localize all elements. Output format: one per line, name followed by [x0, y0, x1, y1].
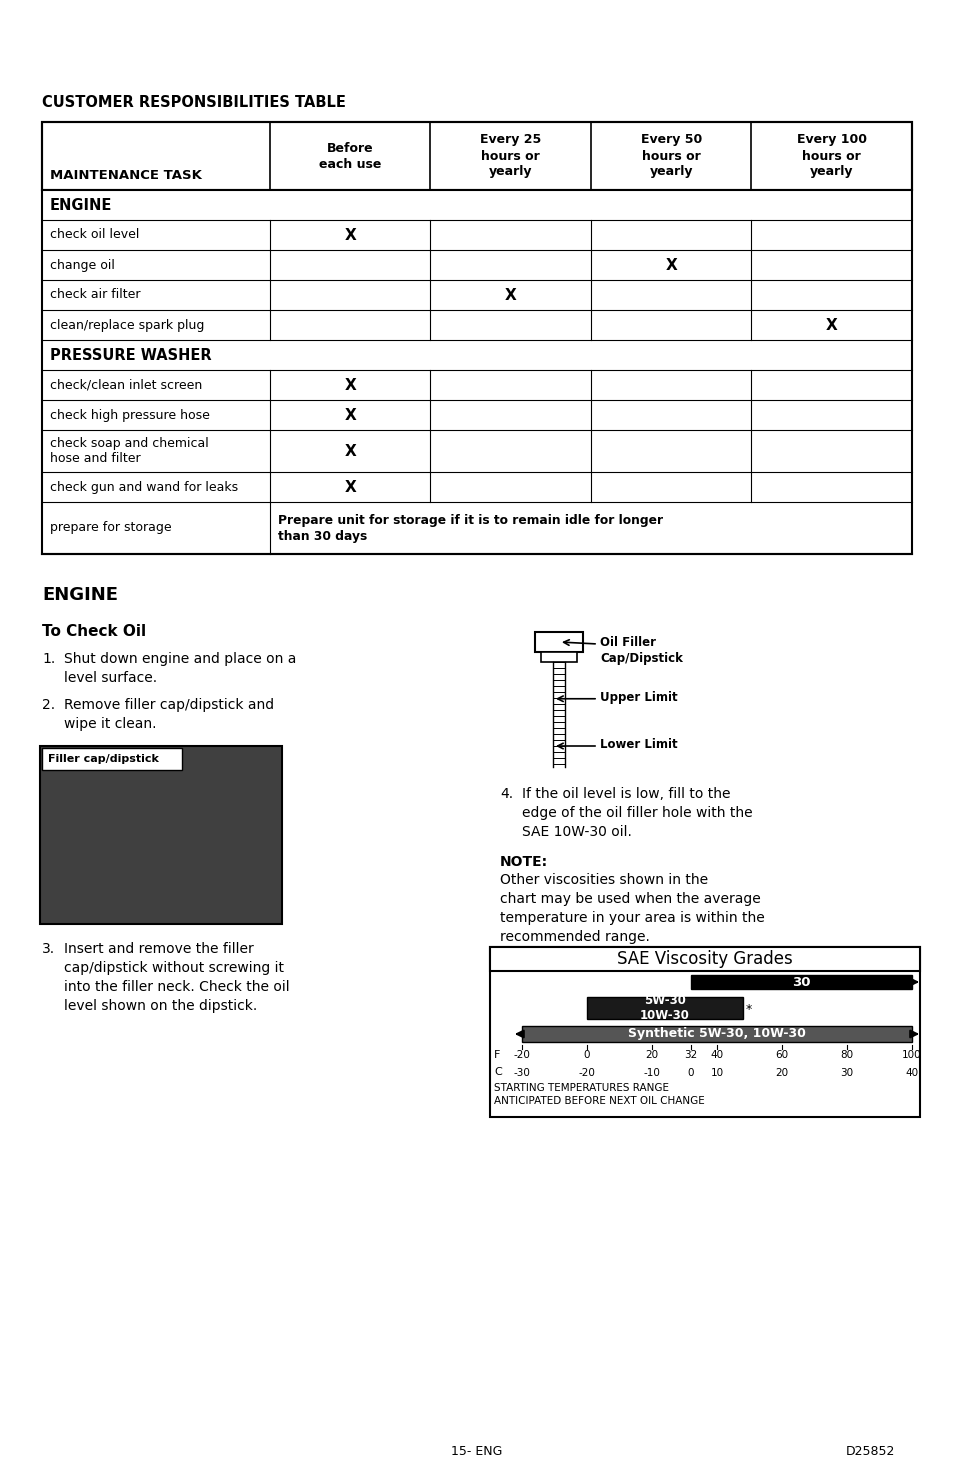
- Bar: [42, 370, 911, 400]
- Text: hose and filter: hose and filter: [50, 451, 140, 465]
- Text: CUSTOMER RESPONSIBILITIES TABLE: CUSTOMER RESPONSIBILITIES TABLE: [42, 94, 346, 111]
- Bar: [586, 997, 742, 1019]
- Text: ENGINE: ENGINE: [42, 586, 118, 603]
- Bar: [42, 122, 911, 190]
- Text: check oil level: check oil level: [50, 229, 139, 242]
- Text: X: X: [344, 407, 355, 422]
- Text: 40: 40: [904, 1068, 918, 1078]
- Text: 0: 0: [687, 1068, 694, 1078]
- Bar: [540, 652, 577, 662]
- Bar: [42, 431, 911, 472]
- Text: 80: 80: [840, 1050, 853, 1061]
- Bar: [42, 249, 911, 280]
- Text: D25852: D25852: [844, 1446, 894, 1457]
- Text: Lower Limit: Lower Limit: [599, 738, 677, 751]
- Text: 32: 32: [683, 1050, 697, 1061]
- Text: Synthetic 5W-30, 10W-30: Synthetic 5W-30, 10W-30: [627, 1028, 805, 1040]
- Text: Before
each use: Before each use: [318, 142, 381, 171]
- Text: 30: 30: [840, 1068, 853, 1078]
- Bar: [490, 947, 919, 1117]
- Text: -30: -30: [513, 1068, 530, 1078]
- Bar: [42, 220, 911, 249]
- Text: check soap and chemical: check soap and chemical: [50, 437, 209, 450]
- Text: ENGINE: ENGINE: [50, 198, 112, 212]
- Bar: [42, 190, 911, 220]
- Bar: [42, 280, 911, 310]
- Text: Shut down engine and place on a
level surface.: Shut down engine and place on a level su…: [64, 652, 296, 684]
- Bar: [690, 975, 911, 990]
- Text: 0: 0: [583, 1050, 590, 1061]
- Text: check/clean inlet screen: check/clean inlet screen: [50, 379, 202, 391]
- Bar: [42, 502, 911, 555]
- Bar: [490, 947, 919, 971]
- Text: 20: 20: [645, 1050, 658, 1061]
- Text: check gun and wand for leaks: check gun and wand for leaks: [50, 481, 238, 494]
- Bar: [535, 631, 582, 652]
- Text: 4.: 4.: [499, 788, 513, 801]
- Text: Other viscosities shown in the
chart may be used when the average
temperature in: Other viscosities shown in the chart may…: [499, 873, 764, 944]
- Text: To Check Oil: To Check Oil: [42, 624, 146, 639]
- Text: X: X: [504, 288, 517, 302]
- Text: Oil Filler
Cap/Dipstick: Oil Filler Cap/Dipstick: [599, 636, 682, 665]
- Bar: [42, 310, 911, 341]
- Text: Every 100
hours or
yearly: Every 100 hours or yearly: [796, 134, 866, 178]
- Text: than 30 days: than 30 days: [277, 530, 367, 543]
- Text: 60: 60: [775, 1050, 788, 1061]
- Text: 100: 100: [902, 1050, 921, 1061]
- Text: check high pressure hose: check high pressure hose: [50, 409, 210, 422]
- Text: -20: -20: [513, 1050, 530, 1061]
- Text: -20: -20: [578, 1068, 595, 1078]
- Bar: [42, 748, 182, 770]
- Text: PRESSURE WASHER: PRESSURE WASHER: [50, 348, 212, 363]
- Text: X: X: [344, 479, 355, 494]
- Bar: [40, 746, 282, 923]
- Text: Every 25
hours or
yearly: Every 25 hours or yearly: [479, 134, 540, 178]
- Text: 5W-30
10W-30: 5W-30 10W-30: [639, 994, 689, 1022]
- Bar: [521, 1027, 911, 1041]
- Text: Insert and remove the filler
cap/dipstick without screwing it
into the filler ne: Insert and remove the filler cap/dipstic…: [64, 943, 290, 1013]
- Text: 3.: 3.: [42, 943, 55, 956]
- Text: 40: 40: [710, 1050, 722, 1061]
- Text: -10: -10: [643, 1068, 659, 1078]
- Text: 30: 30: [791, 975, 810, 988]
- Text: **: **: [695, 976, 704, 985]
- Text: X: X: [825, 317, 837, 332]
- Text: 10: 10: [710, 1068, 722, 1078]
- Text: NOTE:: NOTE:: [499, 855, 548, 869]
- Text: 20: 20: [775, 1068, 788, 1078]
- Bar: [42, 122, 911, 555]
- Text: Filler cap/dipstick: Filler cap/dipstick: [48, 754, 159, 764]
- Text: Upper Limit: Upper Limit: [599, 690, 677, 704]
- Text: Prepare unit for storage if it is to remain idle for longer: Prepare unit for storage if it is to rem…: [277, 513, 662, 527]
- Text: If the oil level is low, fill to the
edge of the oil filler hole with the
SAE 10: If the oil level is low, fill to the edg…: [521, 788, 752, 839]
- Text: C: C: [494, 1066, 501, 1077]
- Text: STARTING TEMPERATURES RANGE: STARTING TEMPERATURES RANGE: [494, 1083, 668, 1093]
- Text: X: X: [664, 258, 677, 273]
- Text: MAINTENANCE TASK: MAINTENANCE TASK: [50, 170, 202, 181]
- Text: *: *: [745, 1003, 752, 1016]
- Bar: [42, 400, 911, 431]
- Text: change oil: change oil: [50, 258, 114, 271]
- Text: Remove filler cap/dipstick and
wipe it clean.: Remove filler cap/dipstick and wipe it c…: [64, 698, 274, 732]
- Text: prepare for storage: prepare for storage: [50, 522, 172, 534]
- Text: X: X: [344, 378, 355, 392]
- Text: check air filter: check air filter: [50, 289, 140, 301]
- Text: ANTICIPATED BEFORE NEXT OIL CHANGE: ANTICIPATED BEFORE NEXT OIL CHANGE: [494, 1096, 704, 1106]
- Text: 1.: 1.: [42, 652, 55, 667]
- Text: 2.: 2.: [42, 698, 55, 712]
- Text: 15- ENG: 15- ENG: [451, 1446, 502, 1457]
- Text: F: F: [494, 1050, 500, 1061]
- Text: SAE Viscosity Grades: SAE Viscosity Grades: [617, 950, 792, 968]
- Text: X: X: [344, 227, 355, 242]
- Text: X: X: [344, 444, 355, 459]
- Text: Every 50
hours or
yearly: Every 50 hours or yearly: [640, 134, 701, 178]
- Bar: [42, 472, 911, 502]
- Text: clean/replace spark plug: clean/replace spark plug: [50, 319, 204, 332]
- Bar: [42, 341, 911, 370]
